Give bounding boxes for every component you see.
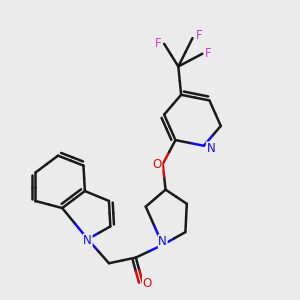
Text: F: F: [195, 29, 202, 42]
Text: N: N: [83, 234, 92, 247]
Text: O: O: [152, 158, 162, 171]
Text: F: F: [154, 37, 161, 50]
Text: O: O: [142, 277, 152, 290]
Text: N: N: [158, 235, 167, 248]
Text: F: F: [205, 47, 212, 60]
Text: N: N: [206, 142, 215, 155]
